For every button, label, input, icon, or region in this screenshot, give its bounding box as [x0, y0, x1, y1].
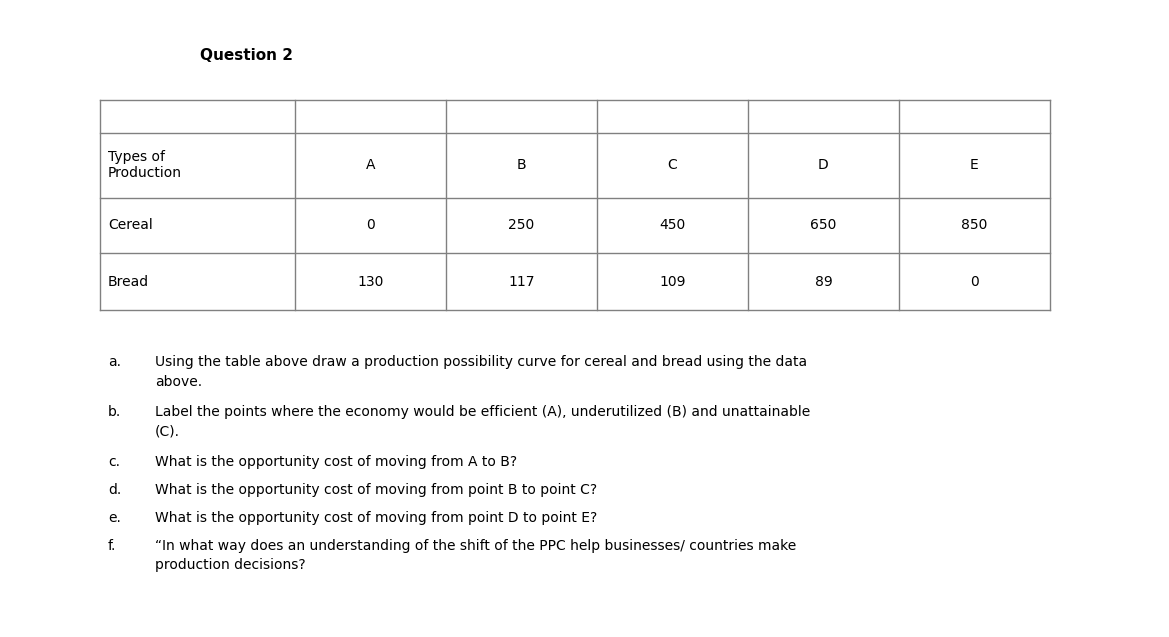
- Text: 850: 850: [961, 218, 988, 233]
- Text: 89: 89: [815, 275, 832, 289]
- Text: Using the table above draw a production possibility curve for cereal and bread u: Using the table above draw a production …: [155, 355, 807, 389]
- Text: 0: 0: [366, 218, 374, 233]
- Text: 0: 0: [970, 275, 978, 289]
- Text: b.: b.: [108, 405, 122, 419]
- Text: What is the opportunity cost of moving from point B to point C?: What is the opportunity cost of moving f…: [155, 483, 597, 497]
- Text: Cereal: Cereal: [108, 218, 153, 233]
- Text: What is the opportunity cost of moving from A to B?: What is the opportunity cost of moving f…: [155, 455, 517, 469]
- Text: f.: f.: [108, 539, 117, 553]
- Text: A: A: [366, 158, 375, 172]
- Text: Label the points where the economy would be efficient (A), underutilized (B) and: Label the points where the economy would…: [155, 405, 810, 438]
- Text: B: B: [517, 158, 526, 172]
- Text: 250: 250: [509, 218, 534, 233]
- Text: 650: 650: [810, 218, 837, 233]
- Text: 130: 130: [357, 275, 383, 289]
- Text: What is the opportunity cost of moving from point D to point E?: What is the opportunity cost of moving f…: [155, 511, 597, 525]
- Text: D: D: [818, 158, 829, 172]
- Text: e.: e.: [108, 511, 120, 525]
- Text: 109: 109: [659, 275, 686, 289]
- Text: d.: d.: [108, 483, 122, 497]
- Text: “In what way does an understanding of the shift of the PPC help businesses/ coun: “In what way does an understanding of th…: [155, 539, 796, 573]
- Text: C: C: [667, 158, 677, 172]
- Text: Types of
Production: Types of Production: [108, 150, 182, 180]
- Text: c.: c.: [108, 455, 120, 469]
- Text: 117: 117: [509, 275, 534, 289]
- Text: a.: a.: [108, 355, 122, 369]
- Text: E: E: [970, 158, 978, 172]
- Text: Bread: Bread: [108, 275, 150, 289]
- Text: 450: 450: [659, 218, 685, 233]
- Text: Question 2: Question 2: [200, 48, 293, 63]
